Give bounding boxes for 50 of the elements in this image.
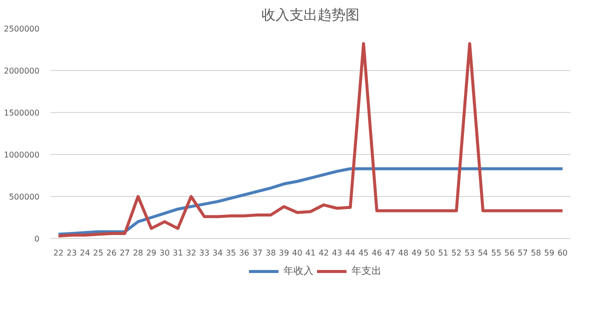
x-tick-label: 42: [318, 248, 329, 258]
x-tick-label: 51: [438, 248, 448, 258]
x-tick-label: 52: [451, 248, 462, 258]
x-tick-label: 26: [106, 248, 117, 258]
y-tick-label: 1500000: [4, 108, 40, 118]
x-tick-label: 38: [266, 248, 276, 258]
x-tick-label: 48: [398, 248, 408, 258]
x-tick-label: 34: [212, 248, 223, 258]
x-tick-label: 49: [412, 248, 422, 258]
x-tick-label: 35: [226, 248, 236, 258]
x-tick-label: 57: [518, 248, 528, 258]
y-tick-label: 2000000: [4, 66, 40, 76]
y-tick-label: 1000000: [4, 150, 40, 160]
x-tick-label: 59: [544, 248, 554, 258]
x-tick-label: 25: [93, 248, 104, 258]
legend-label: 年支出: [352, 264, 382, 278]
x-tick-label: 50: [424, 248, 435, 258]
x-tick-label: 30: [159, 248, 170, 258]
x-tick-label: 36: [239, 248, 250, 258]
x-tick-label: 22: [53, 248, 64, 258]
x-tick-label: 24: [80, 248, 90, 258]
x-tick-label: 27: [120, 248, 130, 258]
chart-title: 收入支出趋势图: [262, 8, 360, 24]
x-tick-label: 56: [504, 248, 515, 258]
x-tick-label: 32: [186, 248, 196, 258]
x-tick-label: 60: [557, 248, 568, 258]
x-tick-label: 43: [332, 248, 342, 258]
x-tick-label: 58: [530, 248, 542, 258]
x-tick-label: 45: [358, 248, 369, 258]
x-tick-label: 46: [372, 248, 382, 258]
x-tick-label: 23: [66, 248, 77, 258]
x-tick-label: 37: [252, 248, 263, 258]
x-tick-label: 55: [491, 248, 502, 258]
x-tick-label: 33: [199, 248, 210, 258]
x-tick-label: 54: [478, 248, 488, 258]
x-tick-label: 44: [345, 248, 356, 258]
y-tick-label: 500000: [8, 192, 40, 202]
y-tick-label: 0: [34, 234, 40, 244]
y-tick-label: 2500000: [4, 24, 40, 34]
x-tick-label: 41: [305, 248, 316, 258]
x-tick-label: 40: [292, 248, 302, 258]
x-tick-label: 31: [172, 248, 183, 258]
x-tick-label: 39: [278, 248, 290, 258]
x-tick-label: 29: [146, 248, 156, 258]
x-tick-label: 53: [464, 248, 475, 258]
x-tick-label: 47: [385, 248, 396, 258]
x-tick-label: 28: [132, 248, 144, 258]
line-series: [56, 167, 564, 236]
line-series: [56, 42, 564, 238]
legend-label: 年收入: [284, 264, 314, 278]
